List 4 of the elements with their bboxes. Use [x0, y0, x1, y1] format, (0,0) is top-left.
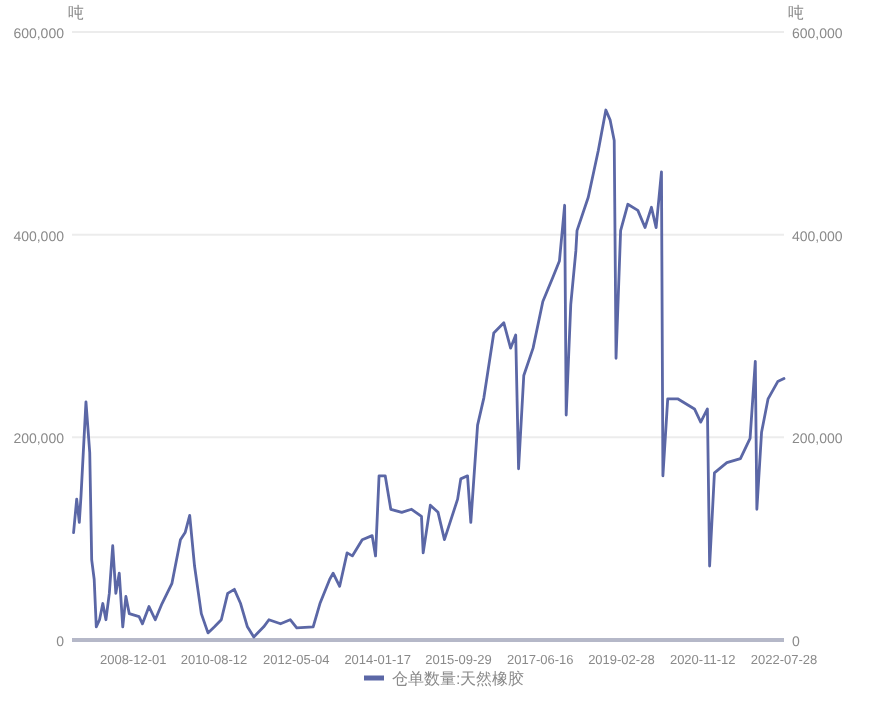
- y2-axis-title: 吨: [788, 4, 804, 22]
- line-series: [72, 108, 786, 639]
- y-axis-title: 吨: [68, 4, 84, 22]
- legend-label: 仓单数量:天然橡胶: [392, 670, 525, 688]
